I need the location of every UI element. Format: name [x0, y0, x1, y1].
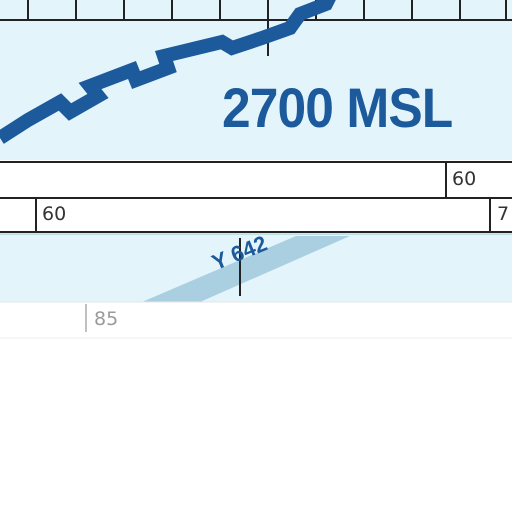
grid-label-row1-right: 60 [452, 168, 477, 190]
altitude-label: 2700 MSL [222, 76, 453, 139]
grid-label-row3-left: 85 [94, 308, 119, 330]
airway-band [142, 236, 350, 302]
altitude-boundary-line [0, 0, 336, 144]
grid-label-row2-left: 60 [42, 203, 67, 225]
grid-label-row2-right: 7 [497, 203, 510, 225]
grid-band-row-1 [0, 162, 512, 198]
upper-airspace-shading [0, 0, 512, 160]
